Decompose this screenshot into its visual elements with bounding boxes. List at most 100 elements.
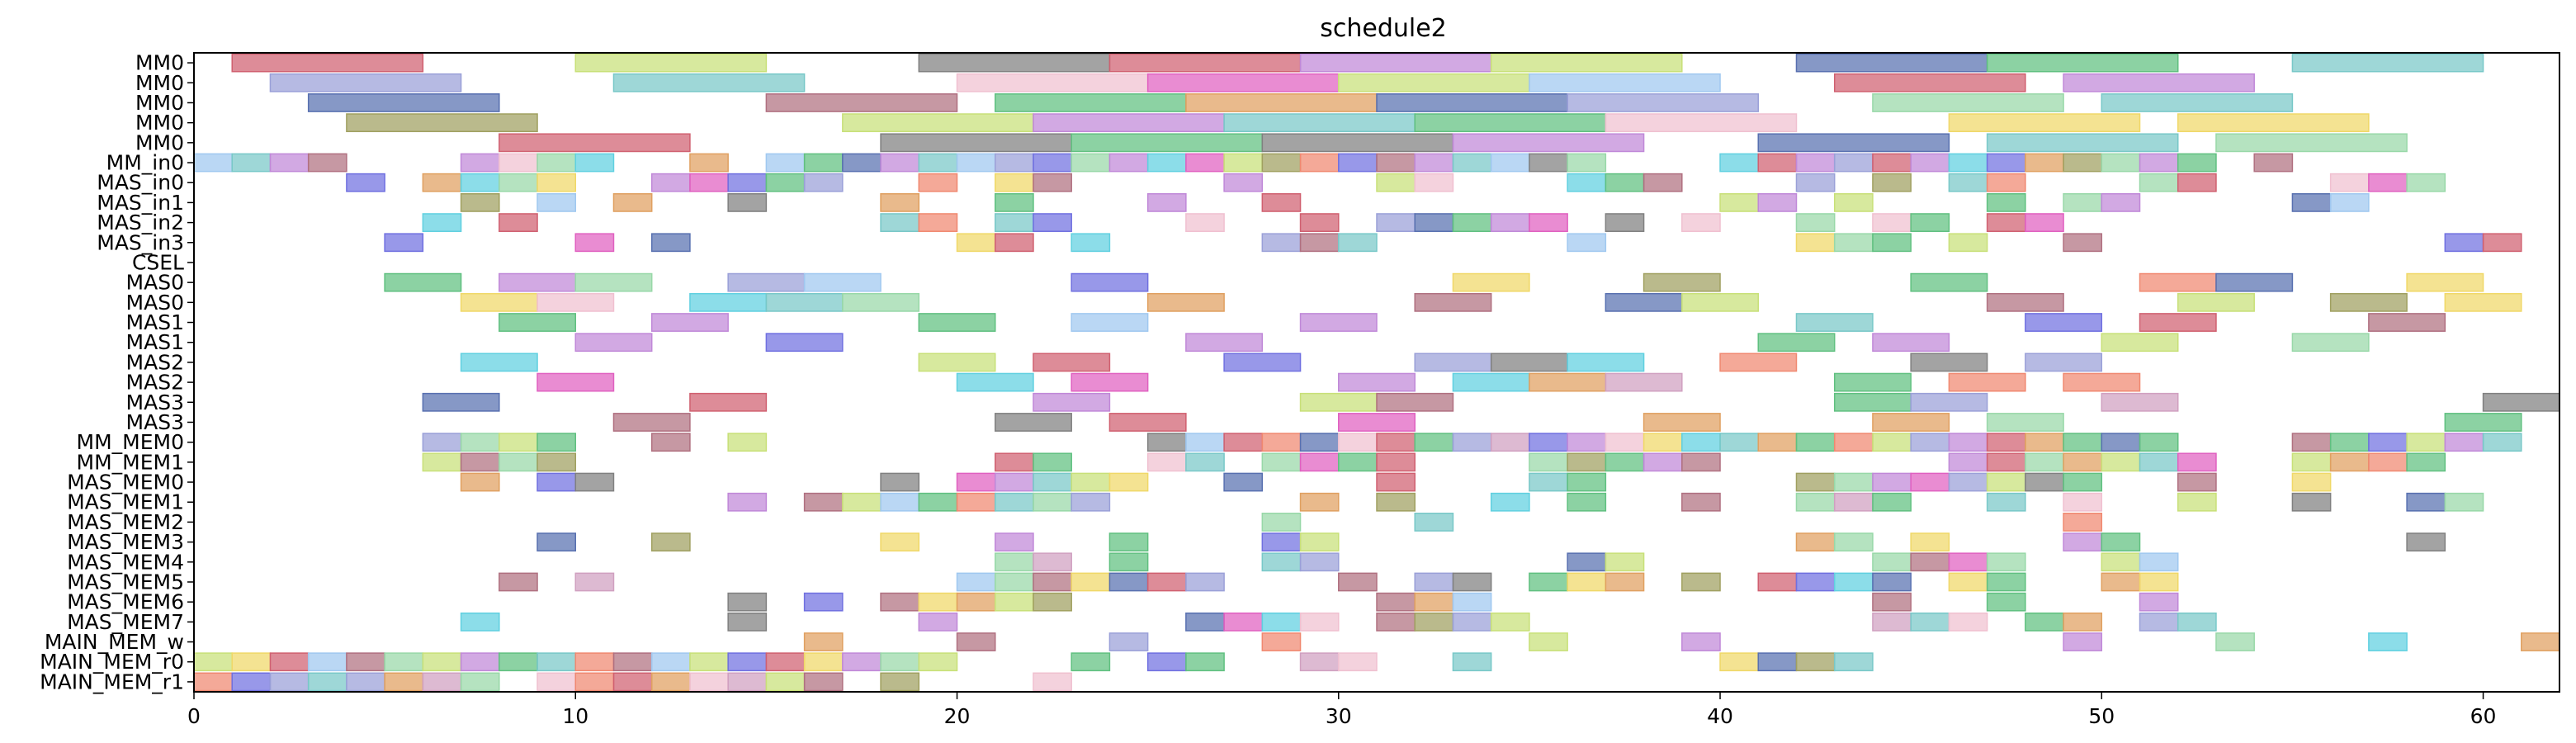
task-bar [2063, 372, 2141, 392]
task-bar [1872, 153, 1912, 173]
task-bar [1833, 372, 1912, 392]
task-bar [1910, 552, 1950, 572]
y-tick-label: MAS_in3 [97, 230, 184, 254]
task-bar [1567, 153, 1607, 173]
task-bar [1414, 433, 1454, 452]
y-tick-label: MAS_MEM2 [67, 510, 184, 534]
task-bar [1376, 213, 1416, 232]
task-bar [612, 652, 653, 672]
task-bar [499, 173, 538, 192]
task-bar [2444, 292, 2522, 312]
task-bar [1872, 552, 1912, 572]
task-bar [1108, 632, 1149, 651]
task-bar [460, 612, 500, 632]
task-bar [1795, 313, 1874, 332]
task-bar [231, 672, 272, 692]
task-bar [1986, 53, 2179, 73]
task-bar [231, 53, 424, 73]
task-bar [1452, 372, 1530, 392]
task-bar [536, 372, 615, 392]
task-bar [2025, 213, 2064, 232]
y-tick-label: MAS_MEM0 [67, 471, 184, 495]
task-bar [1872, 492, 1912, 512]
task-bar [2139, 153, 2179, 173]
task-bar [460, 433, 500, 452]
task-bar [2063, 492, 2103, 512]
task-bar [918, 592, 958, 612]
task-bar [2139, 313, 2217, 332]
task-bar [956, 632, 996, 651]
task-bar [1452, 612, 1492, 632]
task-bar [1681, 492, 1721, 512]
task-bar [1986, 472, 2026, 492]
task-bar [1490, 492, 1530, 512]
task-bar [499, 652, 538, 672]
task-bar [1567, 572, 1607, 592]
task-bar [1185, 153, 1225, 173]
task-bar [1299, 313, 1378, 332]
task-bar [574, 672, 615, 692]
task-bar [574, 333, 653, 353]
task-bar [1757, 153, 1798, 173]
task-bar [1146, 153, 1187, 173]
task-bar [2482, 433, 2522, 452]
task-bar [1719, 193, 1760, 212]
task-bar [2406, 272, 2484, 292]
task-bar [2063, 632, 2103, 651]
task-bar [2025, 612, 2064, 632]
task-bar [1299, 392, 1378, 412]
task-bar [765, 153, 806, 173]
task-bar [460, 452, 500, 472]
task-bar [880, 492, 920, 512]
task-bar [1986, 133, 2179, 153]
task-bar [1567, 173, 1607, 192]
task-bar [1452, 433, 1492, 452]
task-bar [1605, 113, 1798, 133]
task-bar [1146, 652, 1187, 672]
y-tick-label: MAIN_MEM_w [45, 630, 184, 654]
task-bar [1338, 233, 1378, 253]
x-tick-label: 0 [187, 704, 201, 728]
task-bar [307, 93, 500, 112]
task-bar [1414, 173, 1454, 192]
task-bar [765, 292, 844, 312]
task-bar [1261, 513, 1302, 532]
task-bar [650, 672, 691, 692]
task-bar [1223, 353, 1302, 372]
task-bar [536, 652, 577, 672]
task-bar [460, 292, 538, 312]
task-bar [1071, 233, 1111, 253]
y-tick-label: MM_MEM1 [77, 450, 184, 474]
task-bar [727, 672, 768, 692]
task-bar [1185, 93, 1378, 112]
task-bar [2063, 193, 2103, 212]
task-bar [2063, 532, 2103, 551]
task-bar [499, 133, 691, 153]
task-bar [2101, 193, 2141, 212]
task-bar [2177, 452, 2217, 472]
task-bar [994, 572, 1034, 592]
task-bar [1529, 452, 1568, 472]
task-bar [1299, 53, 1492, 73]
task-bar [1033, 173, 1072, 192]
task-bar [650, 313, 729, 332]
task-bar [1223, 433, 1264, 452]
y-tick-label: MAS_MEM3 [67, 530, 184, 554]
task-bar [1376, 452, 1416, 472]
task-bar [2177, 113, 2370, 133]
task-bar [1033, 153, 1072, 173]
task-bar [1108, 572, 1149, 592]
task-bars [193, 53, 2560, 692]
task-bar [2139, 433, 2179, 452]
task-bar [1033, 672, 1072, 692]
task-bar [536, 173, 577, 192]
task-bar [1872, 333, 1950, 353]
task-bar [689, 672, 729, 692]
task-bar [2139, 592, 2179, 612]
task-bar [994, 213, 1034, 232]
task-bar [2291, 492, 2332, 512]
task-bar [1910, 532, 1950, 551]
task-bar [1414, 572, 1454, 592]
task-bar [1986, 433, 2026, 452]
y-tick-label: MM0 [135, 130, 184, 154]
